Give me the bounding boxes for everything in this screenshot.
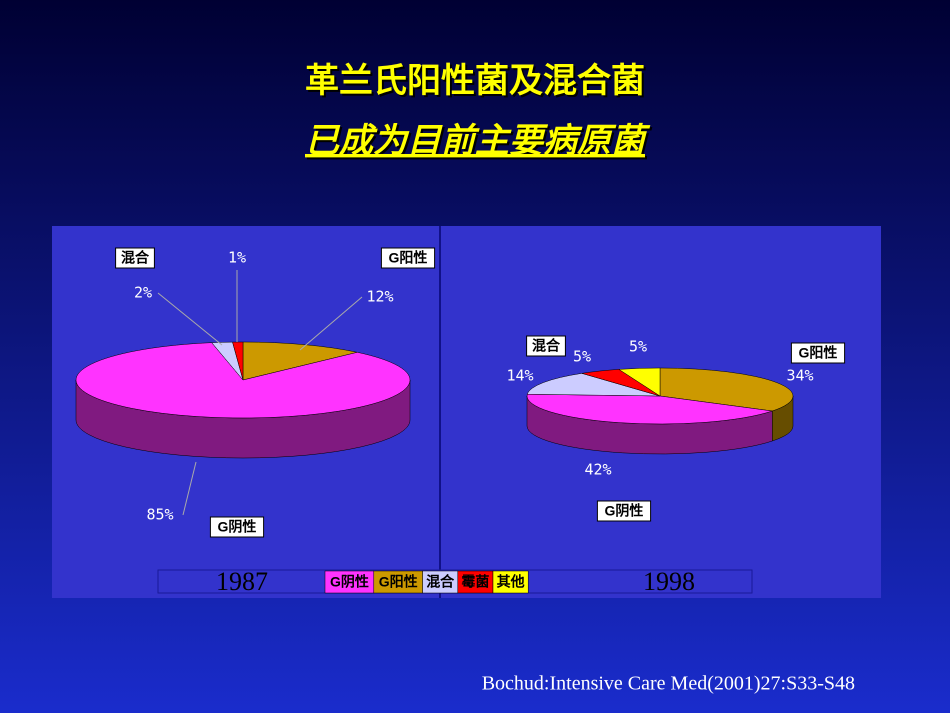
label-box [209,516,265,538]
label-box [526,335,566,357]
value-label: 2% [134,284,152,302]
pie-slice [75,342,411,419]
title-line: 已成为目前主要病原菌 [305,122,651,160]
pie-slice [526,373,661,397]
value-label: 5% [629,338,647,356]
pie-slice [232,341,244,381]
value-label: 42% [584,461,611,479]
legend-label: 混合 [426,574,455,590]
citation: Bochud:Intensive Care Med(2001)27:S33-S4… [482,673,855,695]
legend-label: G阳性 [379,574,418,590]
label-box [596,500,652,522]
value-label: 12% [366,288,393,306]
category-label: 混合 [121,250,150,266]
leader-line [299,296,363,351]
value-label: 85% [146,506,173,524]
year-label: 1998 [643,567,695,596]
category-label: 混合 [532,338,561,354]
value-label: 5% [573,348,591,366]
category-label: G阴性 [605,503,644,519]
label-box [115,247,155,269]
value-label: 14% [506,367,533,385]
pie-slice [526,393,773,425]
pie-slice [618,367,661,397]
title-line: 革兰氏阳性菌及混合菌 [305,62,645,100]
category-label: G阳性 [799,345,838,361]
label-box [380,247,436,269]
value-label: 34% [786,367,813,385]
leader-line [157,292,223,346]
pie-slice [242,341,358,381]
year-label: 1987 [216,567,268,596]
leader-line [182,461,197,516]
category-label: G阴性 [218,519,257,535]
value-label: 1% [228,249,246,267]
legend-swatch [492,570,529,594]
legend-label: G阴性 [330,574,369,590]
label-box [790,342,846,364]
legend-label: 其他 [497,574,525,590]
category-label: G阳性 [389,250,428,266]
legend-label: 霉菌 [461,574,489,590]
